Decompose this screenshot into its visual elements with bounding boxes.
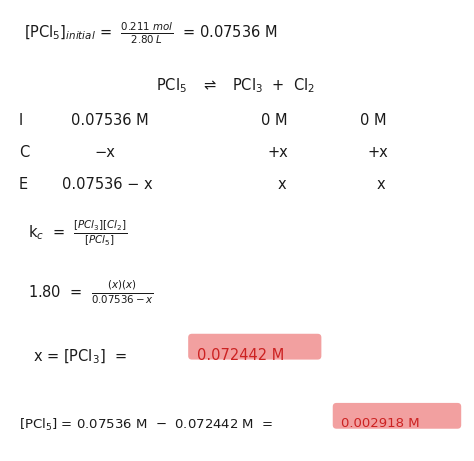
FancyBboxPatch shape bbox=[188, 334, 321, 360]
Text: −x: −x bbox=[95, 145, 116, 160]
Text: [PCl$_5$] = 0.07536 M  −  0.072442 M  =: [PCl$_5$] = 0.07536 M − 0.072442 M = bbox=[19, 417, 273, 433]
Text: x: x bbox=[377, 177, 385, 193]
Text: 0 M: 0 M bbox=[261, 113, 287, 128]
Text: x = [PCl$_3$]  =: x = [PCl$_3$] = bbox=[33, 348, 127, 366]
Text: C: C bbox=[19, 145, 29, 160]
Text: +x: +x bbox=[268, 145, 289, 160]
Text: 0.072442 M: 0.072442 M bbox=[197, 348, 284, 363]
Text: PCl$_5$   $\rightleftharpoons$   PCl$_3$  +  Cl$_2$: PCl$_5$ $\rightleftharpoons$ PCl$_3$ + C… bbox=[156, 76, 315, 95]
Text: E: E bbox=[19, 177, 28, 193]
Text: x: x bbox=[277, 177, 286, 193]
FancyBboxPatch shape bbox=[333, 403, 461, 429]
Text: 0.07536 − x: 0.07536 − x bbox=[62, 177, 152, 193]
Text: 1.80  =  $\frac{(x)(x)}{0.07536 - x}$: 1.80 = $\frac{(x)(x)}{0.07536 - x}$ bbox=[28, 279, 155, 307]
Text: 0 M: 0 M bbox=[360, 113, 387, 128]
Text: 0.07536 M: 0.07536 M bbox=[71, 113, 149, 128]
Text: [PCl$_5$]$_{initial}$ =  $\frac{0.211\;mol}{2.80\;L}$  = 0.07536 M: [PCl$_5$]$_{initial}$ = $\frac{0.211\;mo… bbox=[24, 21, 277, 46]
Text: k$_c$  =  $\frac{[PCl_3][Cl_2]}{[PCl_5]}$: k$_c$ = $\frac{[PCl_3][Cl_2]}{[PCl_5]}$ bbox=[28, 219, 128, 248]
Text: I: I bbox=[19, 113, 23, 128]
Text: +x: +x bbox=[367, 145, 388, 160]
Text: 0.002918 M: 0.002918 M bbox=[341, 417, 420, 430]
